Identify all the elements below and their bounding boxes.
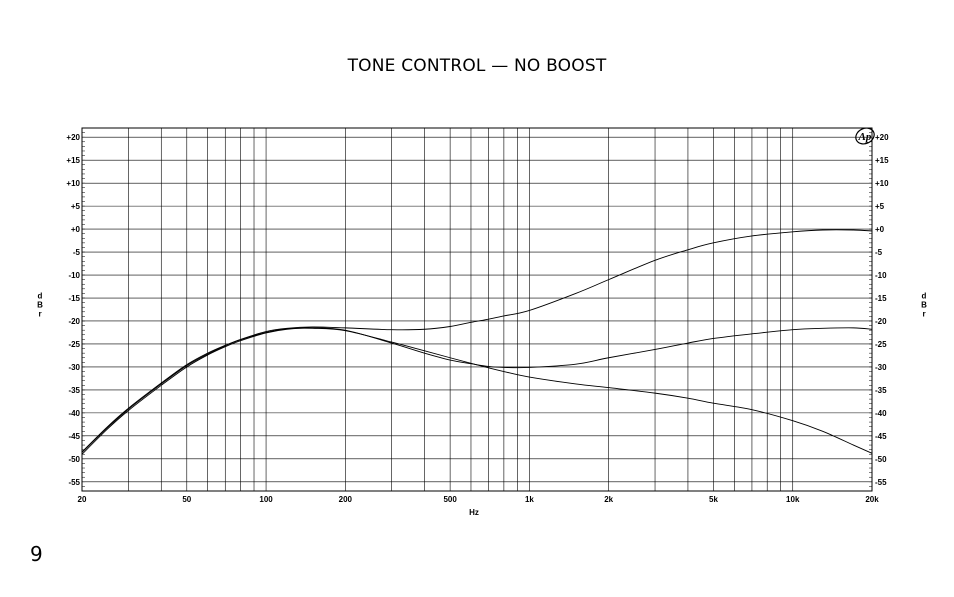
y-tick-label-left: +10 [66,179,80,188]
svg-text:Ap: Ap [858,131,872,143]
y-axis-label-right: r [922,310,925,319]
y-tick-label-left: +0 [71,225,81,234]
y-tick-label-left: -10 [68,271,80,280]
y-tick-label-right: -30 [875,363,887,372]
y-tick-label-right: -40 [875,409,887,418]
x-tick-label: 1k [525,495,534,504]
x-tick-label: 5k [709,495,718,504]
x-tick-label: 100 [259,495,273,504]
y-tick-label-left: +5 [71,202,81,211]
x-tick-label: 20k [865,495,879,504]
x-tick-label: 500 [443,495,457,504]
y-axis-label-left: B [37,301,43,310]
y-tick-label-right: -10 [875,271,887,280]
y-tick-label-left: -15 [68,294,80,303]
x-tick-label: 2k [604,495,613,504]
tick-labels: +20 +20 +15 +15 +10 +10 +5 +5 +0 +0 -5 -5 -10 -10 -15 -… [66,133,889,504]
y-tick-label-right: -45 [875,432,887,441]
grid [81,127,873,492]
y-tick-label-right: +15 [875,156,889,165]
y-axis-label-right: d [922,292,927,301]
y-tick-label-left: -5 [73,248,81,257]
y-tick-label-right: -5 [875,248,883,257]
y-tick-label-right: -35 [875,386,887,395]
y-tick-label-right: +10 [875,179,889,188]
y-tick-label-left: -55 [68,478,80,487]
y-axis-label-right: B [921,301,927,310]
y-tick-label-left: -50 [68,455,80,464]
curves [81,229,873,455]
x-tick-label: 200 [339,495,353,504]
ap-logo-icon: Ap [855,127,875,145]
axis-labels: Hzd dB Br r [37,292,927,518]
y-tick-label-right: +0 [875,225,885,234]
series-line-1 [81,229,873,453]
series-line-2 [81,327,873,455]
y-tick-label-left: -30 [68,363,80,372]
x-tick-label: 50 [182,495,191,504]
y-tick-label-left: +20 [66,133,80,142]
x-tick-label: 10k [786,495,800,504]
y-tick-label-right: +5 [875,202,885,211]
y-tick-label-left: -25 [68,340,80,349]
y-tick-label-left: -35 [68,386,80,395]
x-tick-label: 20 [78,495,87,504]
y-tick-label-left: -20 [68,317,80,326]
y-axis-label-left: r [38,310,41,319]
y-tick-label-right: -25 [875,340,887,349]
y-tick-label-right: -50 [875,455,887,464]
plot-frame [81,127,873,492]
y-tick-label-right: +20 [875,133,889,142]
page-number: 9 [30,542,43,566]
y-tick-label-right: -15 [875,294,887,303]
y-tick-label-left: -45 [68,432,80,441]
y-axis-label-left: d [38,292,43,301]
y-tick-label-right: -20 [875,317,887,326]
series-line-3 [81,327,873,454]
y-tick-label-right: -55 [875,478,887,487]
y-tick-label-left: -40 [68,409,80,418]
chart-title: TONE CONTROL — NO BOOST [347,56,607,76]
y-tick-label-left: +15 [66,156,80,165]
x-axis-label: Hz [469,508,479,517]
